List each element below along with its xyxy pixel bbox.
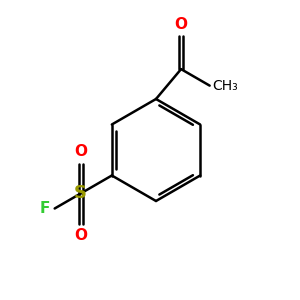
Text: O: O (74, 144, 87, 159)
Text: O: O (74, 228, 87, 243)
Text: S: S (74, 184, 87, 202)
Text: CH₃: CH₃ (213, 79, 238, 93)
Text: O: O (175, 16, 188, 32)
Text: F: F (40, 201, 50, 216)
